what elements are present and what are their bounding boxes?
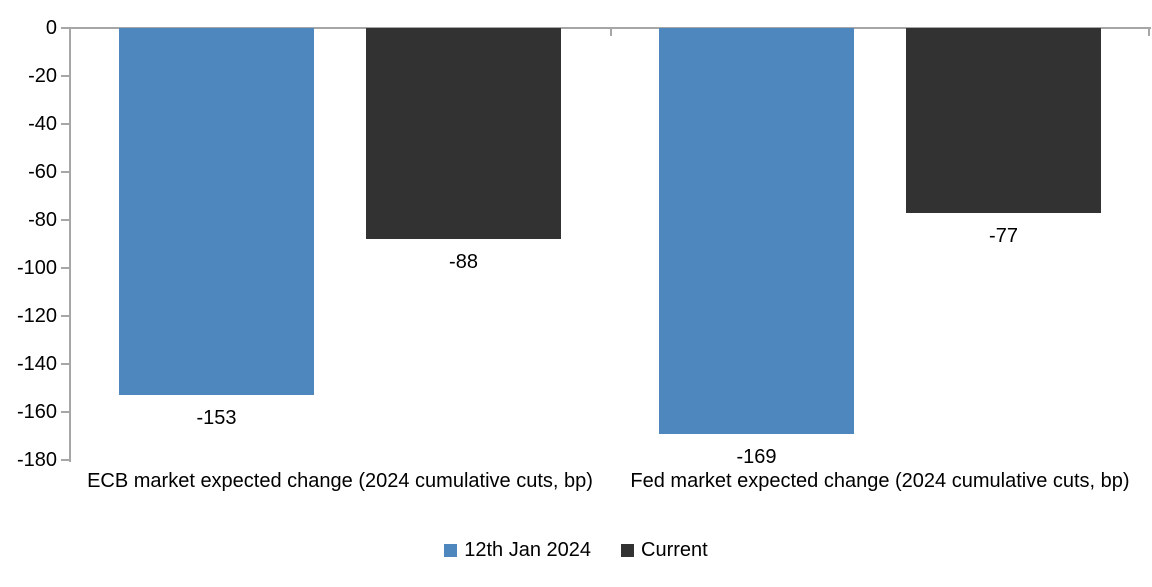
bar-value-label: -88 <box>449 251 478 274</box>
y-tick-label: -180 <box>16 449 57 471</box>
bar-value-label: -77 <box>989 224 1018 247</box>
y-tick <box>61 411 70 413</box>
y-tick <box>61 75 70 77</box>
y-tick <box>61 27 70 29</box>
axis-end-tick <box>1148 29 1150 36</box>
legend-label: 12th Jan 2024 <box>464 539 592 561</box>
category-label: ECB market expected change (2024 cumulat… <box>87 470 593 492</box>
y-tick <box>61 363 70 365</box>
x-axis-zero-line <box>69 27 1151 29</box>
bar-series2 <box>906 28 1101 213</box>
bar-series2 <box>366 28 561 240</box>
y-tick-label: -160 <box>16 401 57 423</box>
legend-swatch-icon <box>621 544 635 557</box>
y-tick-label: -60 <box>28 161 57 183</box>
y-tick-label: -80 <box>28 209 57 231</box>
y-tick-label: 0 <box>45 17 57 39</box>
bar-series1 <box>119 28 314 396</box>
bar-value-label: -153 <box>196 407 237 430</box>
y-axis-line <box>69 27 71 462</box>
y-tick-label: -20 <box>28 65 57 87</box>
y-tick-label: -40 <box>28 113 57 135</box>
legend-item: Current <box>621 539 708 562</box>
bar-value-label: -169 <box>736 445 777 468</box>
legend-swatch-icon <box>444 544 458 557</box>
y-tick <box>61 219 70 221</box>
legend: 12th Jan 2024 Current <box>0 539 1152 562</box>
y-tick-label: -140 <box>16 353 57 375</box>
y-tick-label: -120 <box>16 305 57 327</box>
category-boundary-tick <box>610 29 612 36</box>
category-label: Fed market expected change (2024 cumulat… <box>630 470 1130 492</box>
bar-series1 <box>659 28 854 434</box>
y-tick <box>61 267 70 269</box>
y-tick <box>61 123 70 125</box>
legend-item: 12th Jan 2024 <box>444 539 591 562</box>
y-tick <box>61 459 70 461</box>
legend-label: Current <box>641 539 708 561</box>
y-tick-label: -100 <box>16 257 57 279</box>
y-tick <box>61 171 70 173</box>
y-tick <box>61 315 70 317</box>
